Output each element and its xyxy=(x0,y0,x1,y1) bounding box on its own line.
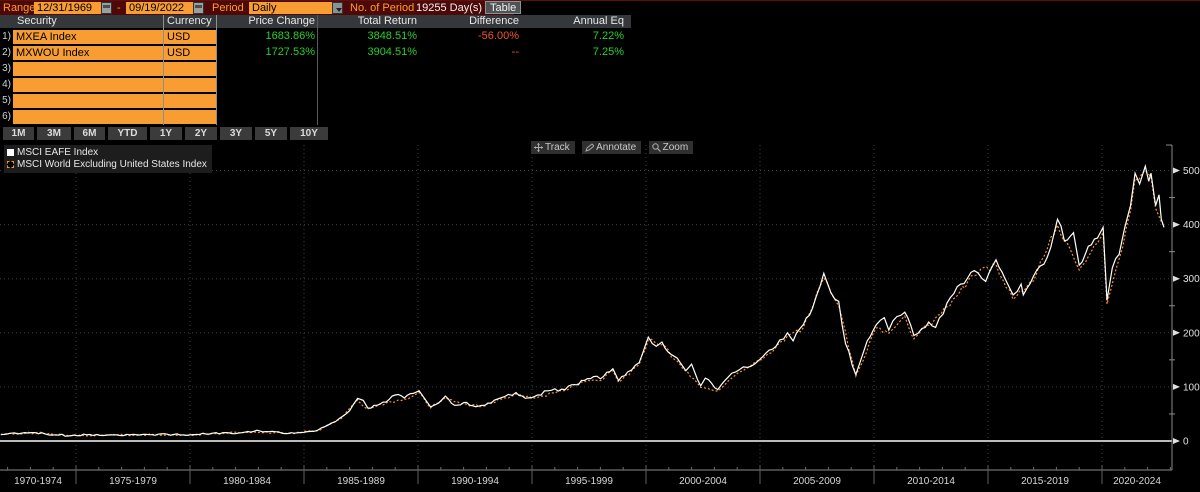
range-end-input[interactable]: 09/19/2022 xyxy=(126,2,198,14)
chevron-down-icon[interactable] xyxy=(332,2,343,14)
period-select[interactable]: Daily xyxy=(249,2,337,14)
x-axis-label: 1995-1999 xyxy=(565,476,613,487)
col-header-security: Security xyxy=(17,15,57,27)
period-button-5y[interactable]: 5Y xyxy=(255,127,287,140)
annual-eq-value: 7.22% xyxy=(592,30,624,42)
currency-cell[interactable] xyxy=(164,94,216,108)
x-axis-label: 2000-2004 xyxy=(679,476,727,487)
y-tick-arrow-icon xyxy=(1173,438,1180,444)
y-axis-label: 4000 xyxy=(1183,220,1200,231)
col-header-annual-eq: Annual Eq xyxy=(573,15,624,27)
chart-tools: Track Annotate Zoom xyxy=(531,141,696,159)
range-start-input[interactable]: 12/31/1969 xyxy=(34,2,106,14)
chart-legend: MSCI EAFE Index MSCI World Excluding Uni… xyxy=(4,145,212,173)
table-header: Security Currency Price Change Total Ret… xyxy=(0,15,631,28)
legend-item-world-ex-us: MSCI World Excluding United States Index xyxy=(7,159,207,171)
track-crosshair-icon xyxy=(534,143,543,152)
range-label: Range xyxy=(3,2,36,14)
column-divider xyxy=(163,15,164,125)
difference-value: -- xyxy=(511,46,519,58)
row-number: 1) xyxy=(2,31,11,42)
row-number: 6) xyxy=(2,111,11,122)
y-axis-label: 3000 xyxy=(1183,274,1200,285)
currency-cell[interactable] xyxy=(164,78,216,92)
col-header-difference: Difference xyxy=(469,15,519,27)
period-button-1y[interactable]: 1Y xyxy=(150,127,182,140)
series-white xyxy=(0,163,1165,437)
security-cell[interactable]: MXWOU Index xyxy=(13,46,163,60)
period-button-3y[interactable]: 3Y xyxy=(220,127,252,140)
security-cell[interactable] xyxy=(13,94,163,108)
col-header-total-return: Total Return xyxy=(357,15,417,27)
row-number: 3) xyxy=(2,63,11,74)
y-axis-label: 0 xyxy=(1183,437,1189,448)
legend-label: MSCI EAFE Index xyxy=(17,147,99,158)
annual-eq-value: 7.25% xyxy=(592,46,624,58)
toolbar: Range 12/31/1969 - 09/19/2022 Period Dai… xyxy=(0,0,1200,15)
y-tick-arrow-icon xyxy=(1173,329,1180,336)
white-series-swatch-icon xyxy=(7,149,14,156)
security-cell[interactable] xyxy=(13,62,163,76)
row-number: 2) xyxy=(2,47,11,58)
x-axis-label: 1990-1994 xyxy=(451,476,499,487)
period-label: Period xyxy=(212,2,244,14)
calendar-icon[interactable] xyxy=(193,2,204,14)
num-period-value: 19255 Day(s) xyxy=(416,2,483,14)
period-button-2y[interactable]: 2Y xyxy=(185,127,217,140)
x-axis-label: 1975-1979 xyxy=(109,476,157,487)
x-axis-label: 1980-1984 xyxy=(223,476,271,487)
column-divider xyxy=(317,15,318,125)
currency-cell[interactable] xyxy=(164,62,216,76)
range-dash: - xyxy=(117,2,121,14)
y-tick-arrow-icon xyxy=(1173,221,1180,228)
difference-value: -56.00% xyxy=(478,30,519,42)
x-axis-label: 2020-2024 xyxy=(1113,476,1161,487)
row-number: 4) xyxy=(2,79,11,90)
x-axis-label: 2015-2019 xyxy=(1021,476,1069,487)
annotate-pencil-icon xyxy=(585,143,595,152)
annotate-button[interactable]: Annotate xyxy=(582,141,642,154)
col-header-price-change: Price Change xyxy=(248,15,315,27)
period-button-6m[interactable]: 6M xyxy=(74,127,105,140)
legend-label: MSCI World Excluding United States Index xyxy=(17,159,207,170)
security-cell[interactable] xyxy=(13,110,163,124)
y-axis-label: 5000 xyxy=(1183,166,1200,177)
price-change-value: 1727.53% xyxy=(265,46,315,58)
period-button-10y[interactable]: 10Y xyxy=(290,127,328,140)
y-tick-arrow-icon xyxy=(1173,167,1180,174)
y-axis-label: 2000 xyxy=(1183,328,1200,339)
security-cell[interactable]: MXEA Index xyxy=(13,30,163,44)
price-change-value: 1683.86% xyxy=(265,30,315,42)
currency-cell[interactable] xyxy=(164,110,216,124)
x-axis-label: 2010-2014 xyxy=(907,476,955,487)
currency-cell[interactable]: USD xyxy=(164,46,216,60)
num-period-label: No. of Period xyxy=(350,2,415,14)
y-axis-label: 1000 xyxy=(1183,382,1200,393)
legend-item-eafe: MSCI EAFE Index xyxy=(7,147,207,159)
zoom-magnifier-icon xyxy=(651,143,661,152)
y-tick-arrow-icon xyxy=(1173,383,1180,390)
series-orange xyxy=(0,169,1165,437)
total-return-value: 3904.51% xyxy=(367,46,417,58)
x-axis-label: 2005-2009 xyxy=(793,476,841,487)
track-button[interactable]: Track xyxy=(531,141,575,154)
x-axis-label: 1985-1989 xyxy=(337,476,385,487)
calendar-icon[interactable] xyxy=(101,2,112,14)
y-tick-arrow-icon xyxy=(1173,275,1180,282)
x-axis-label: 1970-1974 xyxy=(14,476,62,487)
column-divider xyxy=(216,15,217,125)
col-header-currency: Currency xyxy=(167,15,212,27)
orange-series-swatch-icon xyxy=(7,161,14,168)
currency-cell[interactable]: USD xyxy=(164,30,216,44)
period-button-3m[interactable]: 3M xyxy=(37,127,71,140)
table-button[interactable]: Table xyxy=(485,1,522,14)
security-cell[interactable] xyxy=(13,78,163,92)
period-button-ytd[interactable]: YTD xyxy=(108,127,147,140)
period-button-1m[interactable]: 1M xyxy=(3,127,34,140)
price-chart[interactable]: 0 1000 2000 3000 4000 5000 1970-1974 1975-1979 1… xyxy=(0,140,1200,492)
total-return-value: 3848.51% xyxy=(367,30,417,42)
row-number: 5) xyxy=(2,95,11,106)
zoom-button[interactable]: Zoom xyxy=(648,141,694,154)
